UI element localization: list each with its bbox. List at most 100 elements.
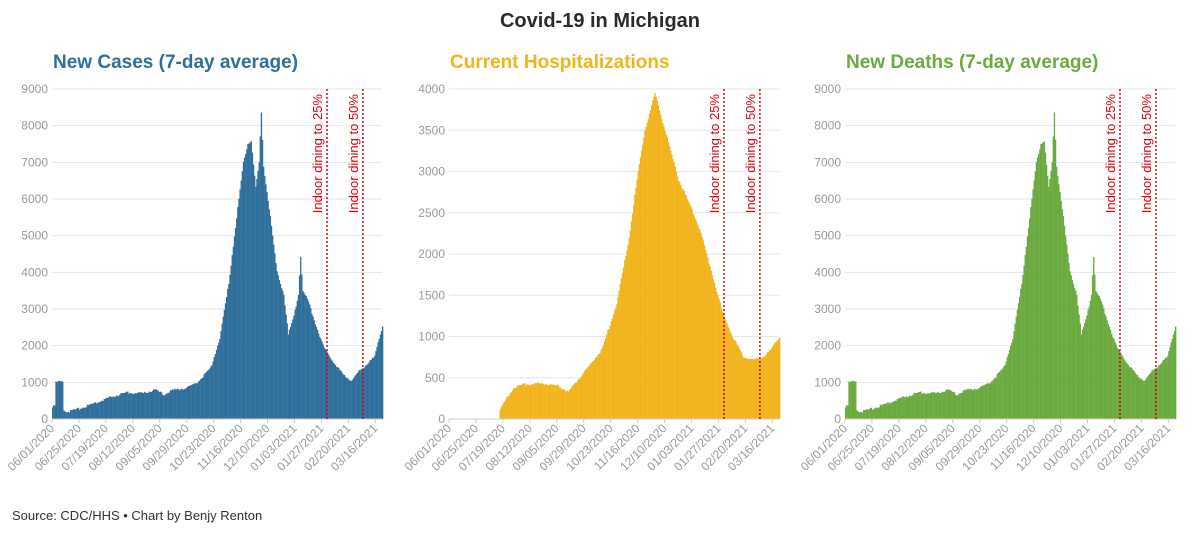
bar — [1050, 170, 1052, 419]
bar — [658, 110, 661, 419]
bar — [320, 338, 322, 419]
bar — [740, 352, 743, 419]
bar — [852, 381, 855, 419]
bar — [1073, 288, 1076, 419]
bar — [89, 404, 91, 419]
bar — [287, 334, 290, 419]
bar — [93, 402, 95, 419]
bar — [862, 410, 865, 419]
bar — [1035, 161, 1038, 419]
bar — [699, 229, 701, 419]
annotation-label: Indoor dining to 25% — [707, 94, 722, 214]
bar — [59, 381, 62, 419]
bar — [635, 187, 637, 419]
bar — [666, 137, 669, 419]
bar — [886, 402, 888, 419]
bar — [1105, 316, 1107, 419]
y-tick-label: 5000 — [814, 229, 841, 243]
source-credit: Source: CDC/HHS • Chart by Benjy Renton — [12, 508, 263, 523]
bar — [357, 372, 359, 419]
bar — [874, 408, 876, 419]
y-tick-label: 4000 — [814, 265, 841, 279]
bar — [697, 224, 699, 419]
bar — [880, 405, 883, 419]
bar — [1149, 373, 1151, 419]
bar — [377, 342, 379, 419]
bar — [113, 396, 116, 419]
bar — [127, 391, 129, 419]
y-tick-label: 3000 — [21, 302, 48, 316]
bar — [1103, 308, 1105, 419]
bar — [643, 137, 645, 419]
bar — [647, 118, 649, 420]
bar — [1036, 157, 1039, 419]
bar — [114, 396, 117, 419]
bar — [935, 392, 938, 419]
bar — [1109, 329, 1112, 419]
bar — [581, 375, 583, 419]
bar — [1048, 186, 1050, 419]
bar — [282, 290, 284, 419]
bar — [257, 170, 259, 419]
bar — [105, 397, 108, 419]
bar — [724, 316, 726, 419]
y-tick-label: 3500 — [418, 123, 445, 137]
bar — [737, 345, 739, 419]
bar — [732, 339, 735, 419]
bar — [524, 383, 526, 419]
bar — [514, 388, 516, 419]
bar — [1008, 349, 1011, 419]
bar — [1080, 334, 1083, 419]
bar — [671, 154, 673, 419]
bar — [849, 381, 851, 419]
bar — [172, 389, 174, 419]
bar — [1116, 347, 1118, 419]
bar — [151, 390, 154, 419]
bar — [1086, 315, 1088, 419]
bar — [313, 320, 315, 419]
deaths-chart-title: New Deaths (7-day average) — [846, 52, 1099, 73]
bar — [379, 334, 382, 419]
bar — [1148, 375, 1150, 419]
bar — [192, 384, 194, 419]
bar — [1106, 320, 1108, 419]
bar — [1051, 162, 1053, 419]
bar — [1094, 274, 1096, 419]
bar — [962, 390, 965, 419]
y-tick-label: 1000 — [814, 375, 841, 389]
bar — [150, 391, 153, 419]
bar — [170, 390, 173, 419]
bar — [944, 390, 947, 419]
bar — [960, 392, 962, 419]
bar — [255, 186, 257, 419]
y-tick-label: 9000 — [814, 82, 841, 96]
bar — [1134, 372, 1136, 419]
bar — [576, 380, 579, 419]
bar — [870, 407, 873, 419]
bar — [919, 391, 921, 419]
bar — [83, 407, 85, 419]
bar — [215, 349, 218, 419]
bar — [917, 392, 920, 419]
bar — [1097, 295, 1099, 419]
bar — [269, 216, 272, 419]
bar — [564, 390, 566, 419]
bar — [625, 256, 627, 419]
bar — [684, 194, 687, 419]
bar — [882, 404, 884, 419]
annotation-label: Indoor dining to 25% — [310, 94, 325, 214]
bar — [144, 391, 146, 419]
bar — [727, 326, 729, 419]
bar — [277, 275, 279, 419]
bar — [214, 354, 217, 419]
bar — [934, 392, 937, 419]
y-tick-label: 5000 — [21, 229, 48, 243]
bar — [350, 380, 352, 419]
bar — [763, 357, 765, 419]
bar — [649, 110, 652, 419]
bar — [302, 291, 304, 419]
bar — [169, 390, 172, 419]
bar — [146, 392, 148, 419]
bar — [1159, 364, 1161, 419]
